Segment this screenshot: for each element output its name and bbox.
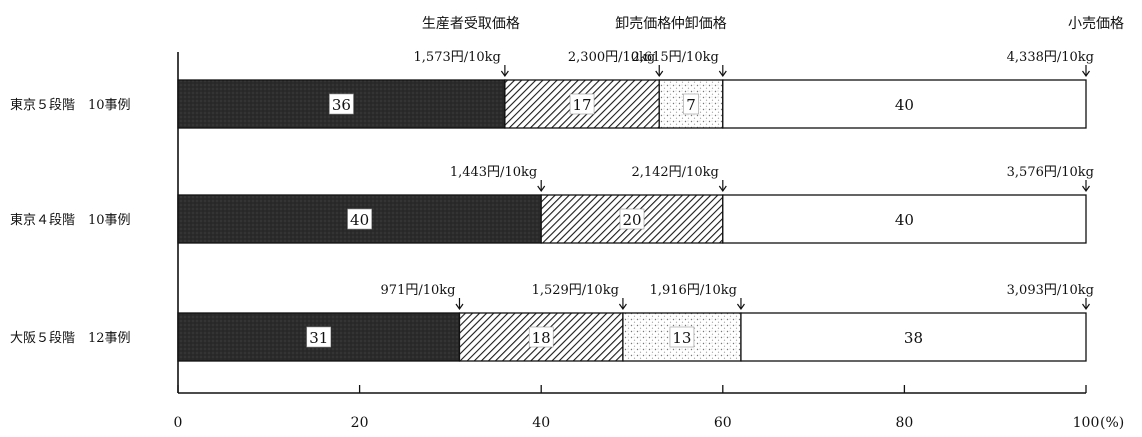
segment-label: 38 (904, 329, 923, 347)
price-label: 3,093円/10kg (1007, 283, 1094, 298)
segment-label-box (528, 326, 554, 348)
price-arrow-head (1082, 185, 1090, 193)
price-arrow-head (736, 303, 745, 311)
stage-header: 小売価格 (1068, 16, 1124, 32)
row-label: 東京５段階 10事例 (10, 97, 131, 113)
bar-row: 東京４段階 10事例 40 20 40 1,443円/10kg 2,142円/10kg 3,… (10, 165, 1094, 244)
price-label: 2,615円/10kg (631, 50, 718, 65)
x-axis-unit: (%) (1100, 415, 1124, 431)
segment-label-box (306, 326, 332, 348)
price-label: 4,338円/10kg (1007, 50, 1094, 65)
stage-header: 生産者受取価格 (422, 16, 520, 32)
price-label: 1,529円/10kg (532, 283, 619, 298)
segment-label: 40 (350, 211, 369, 229)
x-tick-label: 40 (532, 415, 550, 431)
segment-label: 40 (895, 211, 914, 229)
segment-label: 31 (309, 329, 328, 347)
segment-label: 17 (573, 96, 592, 114)
segment-label-box (619, 208, 645, 230)
price-arrow-head (718, 70, 727, 78)
segment-label-box (892, 209, 917, 229)
stage-header: 卸売価格 (615, 16, 671, 32)
price-label: 2,300円/10kg (568, 50, 655, 65)
segment-label: 18 (532, 329, 551, 347)
segment-label-box (669, 326, 695, 348)
stage-headers: 生産者受取価格 卸売価格 仲卸価格 小売価格 (422, 16, 1124, 32)
segment-label-box (569, 93, 595, 115)
bar-rows: 東京５段階 10事例 36 17 7 401,573円/10kg 2,300円/10kg2… (10, 50, 1094, 362)
row-label: 大阪５段階 12事例 (10, 331, 131, 346)
segment-label: 7 (686, 96, 696, 114)
row-label: 東京４段階 10事例 (10, 212, 131, 228)
x-tick-label: 80 (895, 415, 913, 431)
price-arrow-head (455, 303, 464, 311)
price-label: 1,916円/10kg (650, 283, 737, 298)
segment-label: 13 (672, 329, 691, 347)
x-axis: 0 20 40 60 80 100 (%) (174, 52, 1124, 431)
price-label: 2,142円/10kg (631, 165, 718, 180)
x-tick-label: 60 (714, 415, 732, 431)
x-tick-label: 20 (351, 415, 369, 431)
price-label: 1,443円/10kg (450, 165, 537, 180)
bar-row: 東京５段階 10事例 36 17 7 40 1,573円/10kg 2,300円/10kg2… (10, 50, 1094, 129)
price-arrow-head (718, 185, 727, 193)
segment-label-box (329, 93, 354, 115)
segment-label: 40 (895, 96, 914, 114)
price-arrow-head (500, 70, 509, 78)
price-arrow-head (655, 70, 664, 78)
bar-row: 大阪５段階 12事例 31 18 13 38 971円/10kg 1,529円/10kg 1,… (10, 283, 1094, 362)
segment-label-box (892, 94, 917, 114)
segment-label-box (347, 208, 372, 230)
segment-label: 20 (622, 211, 641, 229)
segment-label: 36 (332, 96, 351, 114)
segment-label-box (683, 93, 699, 115)
stage-header: 仲卸価格 (671, 16, 727, 32)
price-arrow-head (1082, 303, 1090, 311)
price-label: 971円/10kg (381, 283, 456, 298)
price-arrow-head (618, 303, 627, 311)
price-label: 1,573円/10kg (414, 50, 501, 65)
price-label: 3,576円/10kg (1007, 165, 1094, 180)
x-tick-label: 0 (174, 415, 183, 431)
price-arrow-head (1082, 70, 1090, 78)
price-arrow-head (537, 185, 546, 193)
segment-label-box (901, 327, 926, 347)
x-tick-label: 100 (1073, 415, 1100, 431)
